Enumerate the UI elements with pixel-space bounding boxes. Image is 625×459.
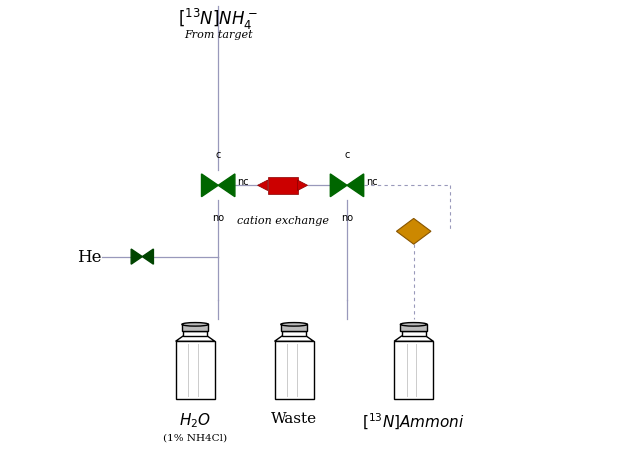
Bar (281, 325, 308, 331)
Ellipse shape (401, 323, 427, 326)
Bar (182, 325, 209, 331)
Polygon shape (298, 181, 308, 191)
Text: c: c (216, 149, 221, 159)
Polygon shape (142, 250, 153, 264)
Polygon shape (394, 336, 433, 341)
Ellipse shape (281, 323, 308, 326)
Text: c: c (344, 149, 349, 159)
Bar (394, 341, 433, 399)
Ellipse shape (182, 323, 209, 326)
Polygon shape (131, 250, 142, 264)
Text: $H_2O$: $H_2O$ (179, 411, 211, 430)
Bar (274, 341, 314, 399)
Bar (183, 331, 208, 336)
Polygon shape (274, 336, 314, 341)
Polygon shape (347, 174, 364, 197)
Text: no: no (341, 213, 353, 223)
Bar (402, 331, 426, 336)
Text: From target: From target (184, 30, 253, 40)
Text: He: He (77, 249, 101, 265)
Polygon shape (258, 181, 268, 191)
Text: $[^{13}N]Ammoni$: $[^{13}N]Ammoni$ (362, 411, 465, 431)
Text: no: no (212, 213, 224, 223)
Text: nc: nc (366, 176, 378, 186)
Text: cation exchange: cation exchange (237, 216, 329, 226)
Bar (282, 331, 306, 336)
Text: $[^{13}N]NH_4^-$: $[^{13}N]NH_4^-$ (178, 7, 258, 32)
Bar (268, 177, 298, 195)
Text: Waste: Waste (271, 411, 317, 425)
Polygon shape (330, 174, 347, 197)
Polygon shape (176, 336, 215, 341)
Text: (1% NH4Cl): (1% NH4Cl) (163, 432, 228, 442)
Text: nc: nc (238, 176, 249, 186)
Polygon shape (396, 219, 431, 245)
Polygon shape (218, 174, 235, 197)
Bar (401, 325, 427, 331)
Polygon shape (201, 174, 218, 197)
Bar (176, 341, 215, 399)
